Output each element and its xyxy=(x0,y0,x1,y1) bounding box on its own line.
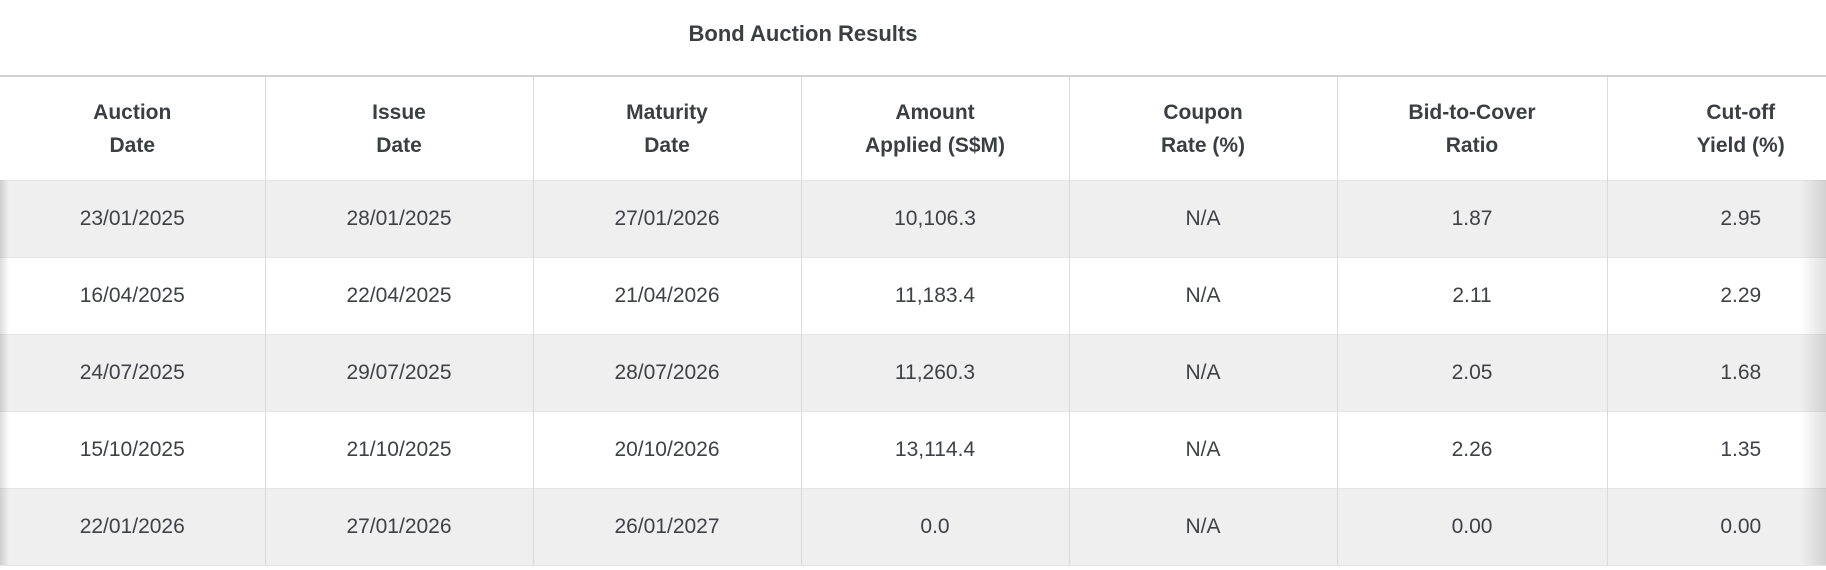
table-cell: 27/01/2026 xyxy=(264,488,533,566)
table-cell: 2.95 xyxy=(1606,180,1826,258)
table-cell: N/A xyxy=(1068,334,1337,412)
table-cell: 2.11 xyxy=(1336,257,1607,335)
table-row: 23/01/2025 28/01/2025 27/01/2026 10,106.… xyxy=(0,180,1826,258)
column-header-auction-date: Auction Date xyxy=(0,76,265,181)
table-cell: 10,106.3 xyxy=(800,180,1069,258)
table-row: 15/10/2025 21/10/2025 20/10/2026 13,114.… xyxy=(0,411,1826,489)
table-cell: 28/01/2025 xyxy=(264,180,533,258)
table-cell: 2.26 xyxy=(1336,411,1607,489)
table-cell: 27/01/2026 xyxy=(532,180,801,258)
table-cell: 23/01/2025 xyxy=(79,207,185,230)
column-header-amount-applied: Amount Applied (S$M) xyxy=(800,76,1069,181)
table-cell: 1.35 xyxy=(1606,411,1826,489)
table-cell: N/A xyxy=(1068,257,1337,335)
table-cell: 0.00 xyxy=(1336,488,1607,566)
table-cell: 26/01/2027 xyxy=(532,488,801,566)
bond-auction-results-table: Auction Date Issue Date Maturity Date Am… xyxy=(0,75,1826,566)
table-cell: 1.87 xyxy=(1336,180,1607,258)
table-cell: 22/01/2026 xyxy=(79,515,185,538)
table-cell: 24/07/2025 xyxy=(79,361,185,384)
table-row: 16/04/2025 22/04/2025 21/04/2026 11,183.… xyxy=(0,257,1826,335)
table-cell: N/A xyxy=(1068,488,1337,566)
column-header-maturity-date: Maturity Date xyxy=(532,76,801,181)
table-cell: 13,114.4 xyxy=(800,411,1069,489)
table-cell: 29/07/2025 xyxy=(264,334,533,412)
table-cell: 22/04/2025 xyxy=(264,257,533,335)
column-header-bid-to-cover: Bid-to-Cover Ratio xyxy=(1336,76,1607,181)
table-cell: 2.29 xyxy=(1606,257,1826,335)
column-header-coupon-rate: Coupon Rate (%) xyxy=(1068,76,1337,181)
title-bar: Bond Auction Results xyxy=(0,0,1826,75)
table-cell: 16/04/2025 xyxy=(79,284,185,307)
table-cell: 0.0 xyxy=(800,488,1069,566)
table-cell: N/A xyxy=(1068,180,1337,258)
table-scroll-area[interactable]: Auction Date Issue Date Maturity Date Am… xyxy=(0,75,1826,570)
page-title: Bond Auction Results xyxy=(688,21,918,46)
table-row: 22/01/2026 27/01/2026 26/01/2027 0.0 N/A… xyxy=(0,488,1826,566)
table-cell: 21/10/2025 xyxy=(264,411,533,489)
table-cell: 11,260.3 xyxy=(800,334,1069,412)
table-cell: 0.00 xyxy=(1606,488,1826,566)
table-cell: 2.05 xyxy=(1336,334,1607,412)
table-row: 24/07/2025 29/07/2025 28/07/2026 11,260.… xyxy=(0,334,1826,412)
column-header-cutoff-yield: Cut-off Yield (%) xyxy=(1606,76,1826,181)
table-cell: 15/10/2025 xyxy=(79,438,185,461)
column-header-issue-date: Issue Date xyxy=(264,76,533,181)
table-cell: 21/04/2026 xyxy=(532,257,801,335)
table-cell: N/A xyxy=(1068,411,1337,489)
table-cell: 28/07/2026 xyxy=(532,334,801,412)
table-cell: 20/10/2026 xyxy=(532,411,801,489)
table-cell: 1.68 xyxy=(1606,334,1826,412)
table-cell: 11,183.4 xyxy=(800,257,1069,335)
table-header-row: Auction Date Issue Date Maturity Date Am… xyxy=(0,76,1826,181)
